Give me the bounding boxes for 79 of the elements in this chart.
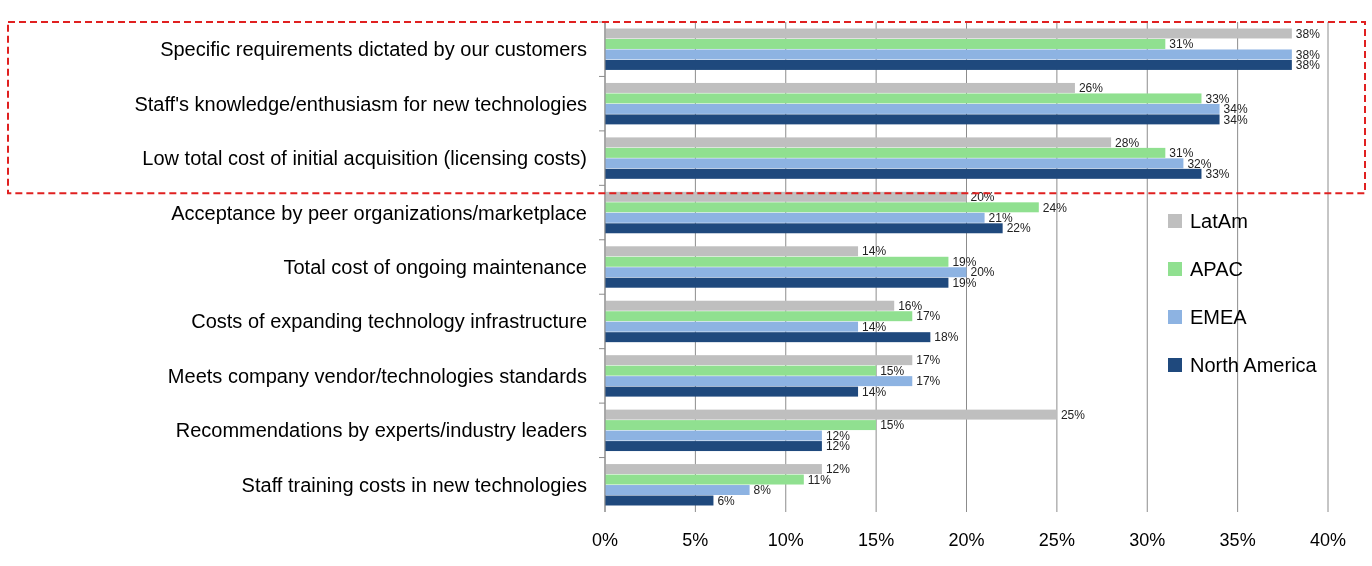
data-label: 11% <box>807 472 832 487</box>
y-tick-label: Staff's knowledge/enthusiasm for new technologies <box>134 92 587 115</box>
x-tick-label: 20% <box>948 530 985 551</box>
bar <box>605 147 1166 158</box>
data-label: 17% <box>916 353 941 368</box>
bar <box>605 474 804 485</box>
data-label: 15% <box>880 418 905 433</box>
bar <box>605 321 859 332</box>
bar <box>605 103 1220 114</box>
data-label: 14% <box>862 384 887 399</box>
data-label: 8% <box>753 483 772 498</box>
legend-label: EMEA <box>1190 306 1248 328</box>
legend-label: APAC <box>1190 258 1243 280</box>
data-label: 33% <box>1205 167 1230 182</box>
bar <box>605 59 1292 70</box>
data-label: 25% <box>1060 407 1086 422</box>
data-label: 26% <box>1078 81 1104 96</box>
legend-label: North America <box>1190 354 1318 376</box>
bar <box>605 420 877 431</box>
y-tick-label: Meets company vendor/technologies standards <box>167 364 587 387</box>
y-tick-label: Specific requirements dictated by our customers <box>160 38 587 61</box>
bar <box>605 277 949 288</box>
data-label: 14% <box>862 319 887 334</box>
bar <box>605 376 913 387</box>
bar <box>605 365 877 376</box>
bar <box>605 386 859 397</box>
data-label: 14% <box>862 244 887 259</box>
y-tick-label: Recommendations by experts/industry leaders <box>175 419 587 442</box>
x-tick-label: 10% <box>767 530 804 551</box>
y-tick-label: Low total cost of initial acquisition (licensing costs) <box>142 147 587 170</box>
data-label: 6% <box>717 493 736 508</box>
bar <box>605 441 822 452</box>
legend-label: LatAm <box>1190 210 1248 232</box>
bar <box>605 256 949 267</box>
data-label: 31% <box>1169 37 1194 52</box>
x-tick-label: 25% <box>1038 530 1075 551</box>
data-label: 19% <box>952 254 977 269</box>
x-tick-label: 5% <box>682 530 709 551</box>
bar <box>605 82 1075 93</box>
bar <box>605 168 1202 179</box>
bar <box>605 49 1292 60</box>
bar <box>605 212 985 223</box>
data-label: 15% <box>880 363 905 378</box>
data-label: 38% <box>1295 58 1321 73</box>
bar <box>605 223 1003 234</box>
x-tick-label: 0% <box>591 530 619 551</box>
bar <box>605 158 1184 169</box>
data-label: 28% <box>1115 135 1140 150</box>
x-tick-label: 40% <box>1309 530 1347 551</box>
data-label: 17% <box>916 374 941 389</box>
bar <box>605 300 895 311</box>
bar <box>605 332 931 343</box>
y-tick-label: Acceptance by peer organizations/marketplace <box>171 201 587 224</box>
bar <box>605 485 750 495</box>
bar <box>605 114 1220 125</box>
bar <box>605 311 913 322</box>
bar <box>605 137 1112 148</box>
bar <box>605 267 967 278</box>
y-tick-label: Staff training costs in new technologies <box>241 473 587 496</box>
y-tick-label: Total cost of ongoing maintenance <box>283 256 587 278</box>
data-label: 38% <box>1295 26 1321 41</box>
x-tick-label: 35% <box>1219 530 1256 551</box>
data-label: 12% <box>825 439 851 454</box>
data-label: 18% <box>934 330 959 345</box>
x-tick-label: 30% <box>1129 530 1166 551</box>
bar <box>605 93 1202 104</box>
bar <box>605 355 913 366</box>
y-tick-label: Costs of expanding technology infrastructure <box>191 310 587 333</box>
bar <box>605 28 1292 39</box>
bar <box>605 409 1057 420</box>
bar <box>605 430 822 441</box>
bar <box>605 246 859 257</box>
bar <box>605 202 1039 213</box>
data-label: 24% <box>1042 200 1068 215</box>
bar <box>605 464 822 475</box>
data-label: 34% <box>1223 112 1248 127</box>
bar <box>605 39 1166 49</box>
x-tick-label: 15% <box>858 530 895 551</box>
data-label: 19% <box>952 275 977 290</box>
